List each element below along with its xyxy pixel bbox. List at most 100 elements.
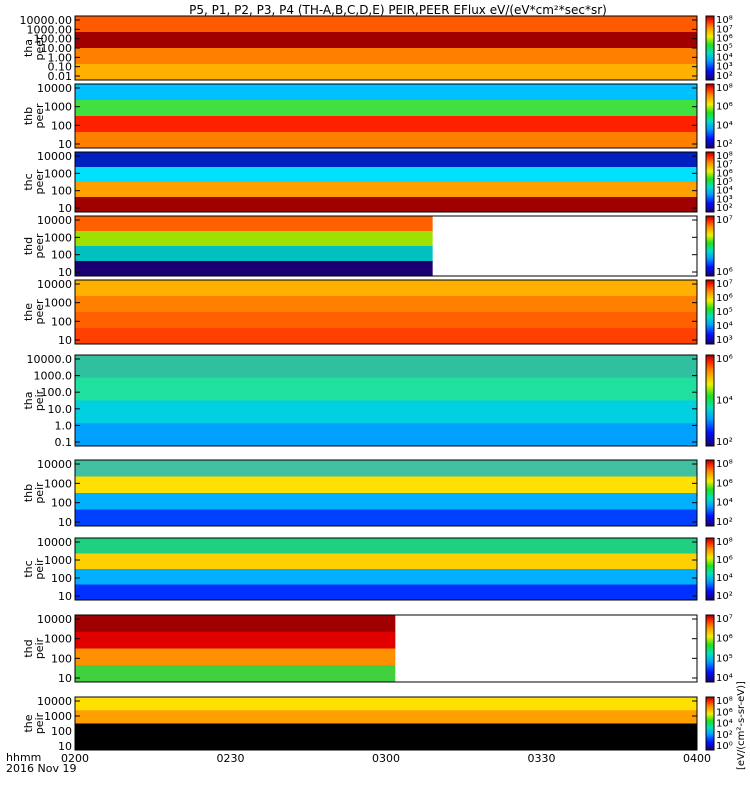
y-tick-label: 1000 bbox=[44, 297, 72, 310]
colorbar-tick-label: 10⁶ bbox=[716, 707, 733, 718]
colorbar-tick-label: 10⁶ bbox=[716, 555, 733, 566]
spectrogram-band bbox=[75, 246, 433, 262]
y-tick-label: 100 bbox=[51, 572, 72, 585]
spectrogram-band bbox=[75, 48, 697, 65]
spectrogram-band bbox=[75, 152, 697, 168]
colorbar-tick-label: 10⁶ bbox=[716, 293, 733, 304]
x-tick-label: 0400 bbox=[683, 752, 711, 765]
colorbar bbox=[705, 354, 715, 447]
colorbar-tick-label: 10³ bbox=[716, 62, 733, 73]
y-tick-label: 1000.0 bbox=[34, 370, 73, 383]
spectrogram-band bbox=[75, 355, 697, 379]
colorbar-tick-label: 10⁵ bbox=[716, 43, 733, 54]
spectrogram-band bbox=[75, 197, 697, 213]
y-tick-label: 10000 bbox=[37, 536, 72, 549]
y-tick-label: 100 bbox=[51, 652, 72, 665]
y-tick-label: 10.0 bbox=[48, 403, 73, 416]
y-tick-label: 10 bbox=[58, 334, 72, 347]
colorbar-tick-label: 10⁵ bbox=[716, 307, 733, 318]
colorbar-tick-label: 10⁶ bbox=[716, 354, 733, 365]
colorbar-tick-label: 10⁴ bbox=[716, 573, 733, 584]
colorbar-label: [eV/(cm²-s-sr-eV)] bbox=[736, 681, 747, 770]
y-axis-label: thdpeer bbox=[22, 233, 46, 259]
colorbar-tick-label: 10⁸ bbox=[716, 151, 733, 162]
colorbar-tick-label: 10⁵ bbox=[716, 177, 733, 188]
y-tick-label: 10000 bbox=[37, 458, 72, 471]
colorbar-tick-label: 10³ bbox=[716, 335, 733, 346]
y-tick-label: 100 bbox=[51, 185, 72, 198]
spectrogram-band bbox=[75, 631, 396, 649]
y-tick-label: 100.00 bbox=[34, 33, 73, 46]
y-tick-label: 10 bbox=[58, 202, 72, 215]
y-tick-label: 100.0 bbox=[41, 386, 73, 399]
panel-thc-peir: 10000 1000 100 10 thcpeir 10⁸ 10⁶ 10⁴ 10² bbox=[22, 536, 733, 603]
colorbar-tick-label: 10⁶ bbox=[716, 478, 733, 489]
colorbar-tick-label: 10⁷ bbox=[716, 279, 733, 290]
colorbar-tick-label: 10⁴ bbox=[716, 396, 733, 407]
x-tick-label: 0300 bbox=[372, 752, 400, 765]
spectrogram-band bbox=[75, 377, 697, 401]
y-tick-label: 100 bbox=[51, 249, 72, 262]
y-tick-label: 1.00 bbox=[48, 51, 73, 64]
panel-thd-peir: 10000 1000 100 10 thdpeir 10⁷ 10⁶ 10⁵ 10⁴ bbox=[22, 613, 733, 685]
colorbar-tick-label: 10² bbox=[716, 517, 733, 528]
colorbar-tick-label: 10⁸ bbox=[716, 83, 733, 94]
y-tick-label: 1000 bbox=[44, 167, 72, 180]
spectrogram-band bbox=[75, 312, 697, 329]
plot-frame bbox=[74, 614, 698, 683]
y-axis-label: thepeer bbox=[22, 299, 46, 325]
y-tick-label: 10000.0 bbox=[27, 353, 73, 366]
y-tick-label: 10 bbox=[58, 516, 72, 529]
y-axis-label: thbpeir bbox=[22, 482, 46, 504]
y-tick-label: 1000 bbox=[44, 554, 72, 567]
colorbar-tick-label: 10² bbox=[716, 71, 733, 82]
colorbar-tick-label: 10² bbox=[716, 437, 733, 448]
spectrogram-band bbox=[75, 132, 697, 149]
spectrogram-band bbox=[75, 665, 396, 683]
spectrogram-band bbox=[75, 569, 697, 585]
spectrogram-band bbox=[75, 167, 697, 183]
spectrogram-band bbox=[75, 116, 697, 133]
colorbar-tick-label: 10⁴ bbox=[716, 673, 733, 684]
spectrogram-band bbox=[75, 84, 697, 101]
y-tick-label: 10000.00 bbox=[20, 14, 73, 27]
colorbar-tick-label: 10⁶ bbox=[716, 34, 733, 45]
plot-frame bbox=[74, 459, 698, 527]
plot-frame bbox=[74, 354, 698, 447]
colorbar-tick-label: 10⁶ bbox=[716, 634, 733, 645]
colorbar-tick-label: 10⁵ bbox=[716, 653, 733, 664]
spectrogram-band bbox=[75, 296, 697, 313]
plot-frame bbox=[74, 537, 698, 601]
panel-tha-peer: 10000.001000.00100.0010.001.000.100.01th… bbox=[20, 14, 733, 83]
y-tick-label: 100 bbox=[51, 315, 72, 328]
y-tick-label: 0.1 bbox=[55, 436, 73, 449]
colorbar-tick-label: 10⁰ bbox=[716, 741, 733, 752]
spectrogram-band bbox=[75, 16, 697, 33]
y-tick-label: 10000 bbox=[37, 150, 72, 163]
spectrogram-band bbox=[75, 460, 697, 477]
spectrogram-band bbox=[75, 182, 697, 198]
colorbar-tick-label: 10⁷ bbox=[716, 215, 733, 226]
y-axis-label: thapeir bbox=[22, 389, 46, 411]
colorbar bbox=[705, 279, 715, 345]
y-tick-label: 100 bbox=[51, 119, 72, 132]
y-tick-label: 1000 bbox=[44, 633, 72, 646]
y-tick-label: 10 bbox=[58, 138, 72, 151]
colorbar-tick-label: 10⁸ bbox=[716, 537, 733, 548]
spectrogram-band bbox=[75, 723, 697, 738]
colorbar-tick-label: 10² bbox=[716, 203, 733, 214]
colorbar-tick-label: 10⁴ bbox=[716, 498, 733, 509]
y-tick-label: 10000 bbox=[37, 82, 72, 95]
spectrogram-band bbox=[75, 64, 697, 81]
y-tick-label: 10 bbox=[58, 672, 72, 685]
x-tick-label: 0200 bbox=[61, 752, 89, 765]
y-tick-label: 10 bbox=[58, 740, 72, 753]
plot-frame bbox=[74, 279, 698, 345]
spectrogram-band bbox=[75, 615, 396, 633]
spectrogram-band bbox=[75, 710, 697, 724]
colorbar-tick-label: 10² bbox=[716, 591, 733, 602]
y-tick-label: 10 bbox=[58, 266, 72, 279]
panel-thc-peer: 10000 1000 100 10 thcpeer 10⁸10⁷10⁶10⁵10⁴10³1… bbox=[22, 150, 733, 215]
